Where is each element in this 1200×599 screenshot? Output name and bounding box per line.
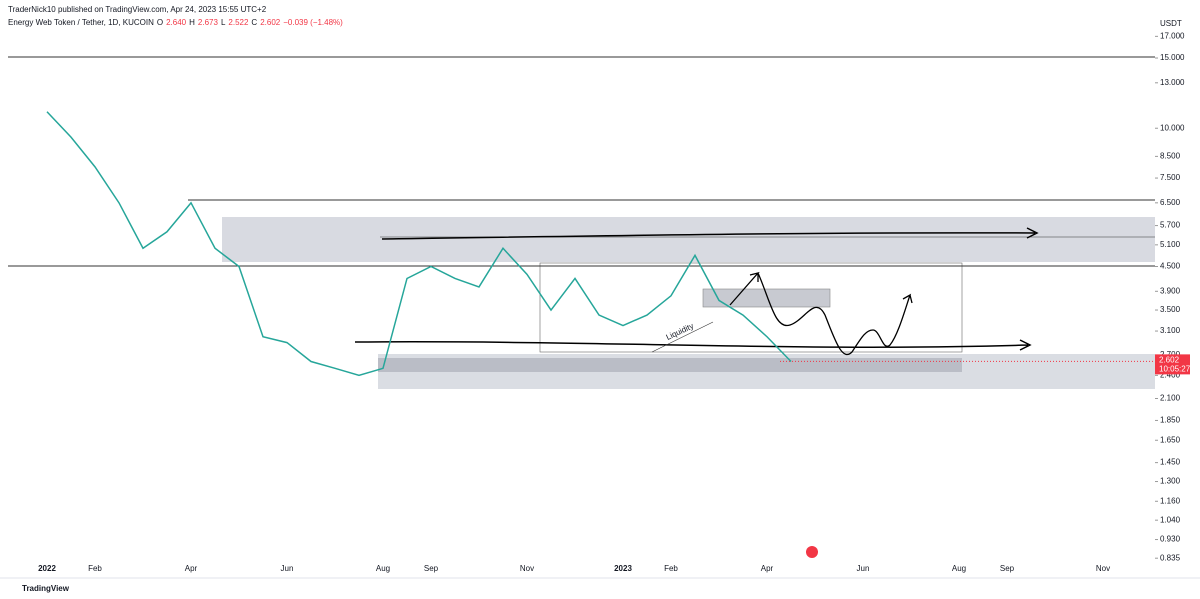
y-tick-label: 5.700 <box>1160 221 1181 230</box>
axis-unit: USDT <box>1160 19 1182 28</box>
arrow <box>354 339 1032 351</box>
x-tick-label: 2022 <box>38 564 56 573</box>
x-tick-label: Aug <box>376 564 390 573</box>
zone <box>702 288 831 308</box>
y-tick-label: 1.300 <box>1160 477 1181 486</box>
ohlc-item: 2.673 <box>197 18 218 27</box>
header: TraderNick10 published on TradingView.co… <box>8 3 346 29</box>
ohlc-item: O <box>156 18 164 27</box>
range-box <box>539 262 963 353</box>
drawings <box>8 56 1155 389</box>
x-tick-label: Feb <box>664 564 678 573</box>
x-tick-label: Nov <box>520 564 534 573</box>
y-tick-label: 17.000 <box>1160 31 1185 40</box>
y-tick-label: 6.500 <box>1160 198 1181 207</box>
y-tick-label: 10.000 <box>1160 123 1185 132</box>
y-tick-label: 3.500 <box>1160 305 1181 314</box>
y-tick-label: 13.000 <box>1160 78 1185 87</box>
y-tick-label: 3.900 <box>1160 286 1181 295</box>
ohlc-item: C <box>251 18 258 27</box>
x-tick-label: Sep <box>1000 564 1015 573</box>
y-tick-label: 1.040 <box>1160 515 1181 524</box>
arrow <box>381 227 1039 240</box>
brand: TradingView <box>22 584 70 593</box>
ohlc-item: −0.039 (−1.48%) <box>283 18 343 27</box>
y-tick-label: 2.100 <box>1160 394 1181 403</box>
x-tick-label: Jun <box>281 564 294 573</box>
y-tick-label: 3.100 <box>1160 326 1181 335</box>
liquidity-line <box>651 321 714 353</box>
y-tick-label: 1.650 <box>1160 435 1181 444</box>
publisher: TraderNick10 published on TradingView.co… <box>8 5 267 14</box>
event-icon <box>806 546 818 558</box>
projection <box>729 271 913 355</box>
x-tick-label: Aug <box>952 564 966 573</box>
x-tick-label: Apr <box>185 564 198 573</box>
y-tick-label: 7.500 <box>1160 173 1181 182</box>
annotation: Liquidity <box>665 321 695 342</box>
ohlc-item: 2.522 <box>228 18 249 27</box>
y-tick-label: 0.930 <box>1160 535 1181 544</box>
y-tick-label: 5.100 <box>1160 240 1181 249</box>
symbol-row: Energy Web Token / Tether, 1D, KUCOIN O 2.… <box>8 16 346 29</box>
zone <box>378 358 962 372</box>
last-price: 2.602 <box>1159 355 1180 364</box>
x-tick-label: Jun <box>857 564 870 573</box>
symbol: Energy Web Token / Tether, 1D, KUCOIN <box>8 18 154 27</box>
y-tick-label: 1.450 <box>1160 458 1181 467</box>
y-tick-label: 1.160 <box>1160 496 1181 505</box>
y-tick-label: 1.850 <box>1160 416 1181 425</box>
x-tick-label: Apr <box>761 564 774 573</box>
x-tick-label: Feb <box>88 564 102 573</box>
ohlc-item: H <box>189 18 195 27</box>
price-line <box>46 111 792 377</box>
zone <box>222 217 1155 262</box>
price-tag <box>1155 354 1190 375</box>
x-tick-label: Sep <box>424 564 439 573</box>
y-tick-label: 0.835 <box>1160 553 1181 562</box>
ohlc-item: 2.640 <box>166 18 187 27</box>
y-tick-label: 2.400 <box>1160 370 1181 379</box>
ohlc-item: L <box>220 18 226 27</box>
ohlc-item: 2.602 <box>260 18 281 27</box>
y-tick-label: 15.000 <box>1160 53 1185 62</box>
x-tick-label: Nov <box>1096 564 1110 573</box>
x-tick-label: 2023 <box>614 564 632 573</box>
y-tick-label: 8.500 <box>1160 151 1181 160</box>
price-axis <box>1155 0 1200 578</box>
countdown: 10:05:27 <box>1159 364 1191 373</box>
y-tick-label: 4.500 <box>1160 262 1181 271</box>
